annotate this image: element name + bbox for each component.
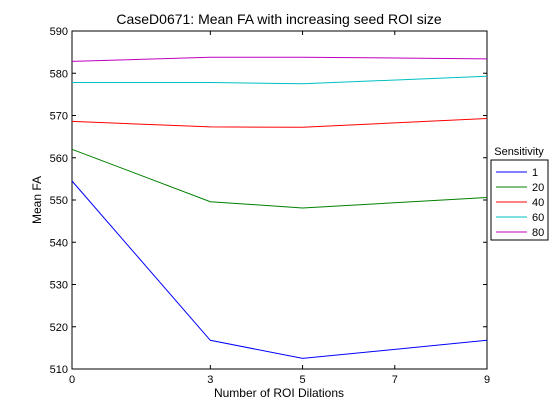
y-axis-label: Mean FA: [30, 176, 44, 224]
legend-label-40: 40: [532, 197, 544, 209]
x-tick-label: 9: [484, 374, 490, 386]
legend-label-60: 60: [532, 212, 544, 224]
y-tick-label: 560: [50, 153, 68, 165]
series-line-1: [71, 180, 488, 359]
y-tick-label: 530: [50, 280, 68, 292]
series-line-40: [71, 118, 488, 128]
legend-label-1: 1: [532, 167, 538, 179]
series-line-60: [72, 75, 488, 85]
y-tick-label: 510: [50, 364, 68, 376]
x-tick-label: 7: [392, 374, 398, 386]
legend-label-80: 80: [532, 227, 544, 239]
y-tick-label: 520: [50, 322, 68, 334]
x-axis-label: Number of ROI Dilations: [214, 386, 344, 400]
y-tick-label: 580: [50, 68, 68, 80]
chart-title: CaseD0671: Mean FA with increasing seed …: [116, 11, 441, 27]
series-line-20: [71, 148, 488, 209]
plot-area: [71, 30, 488, 370]
y-tick-label: 550: [50, 195, 68, 207]
legend: 1 20 40 60 80: [490, 159, 549, 241]
y-tick-label: 570: [50, 111, 68, 123]
y-axis: 510 520 530 540 550 560 570 580 590: [50, 26, 487, 376]
series-layer: [71, 56, 488, 359]
y-tick-label: 590: [50, 26, 68, 38]
x-tick-label: 0: [69, 374, 75, 386]
legend-label-20: 20: [532, 182, 544, 194]
legend-box: [490, 159, 549, 241]
x-tick-label: 3: [207, 374, 213, 386]
y-tick-label: 540: [50, 237, 68, 249]
x-tick-label: 5: [299, 374, 305, 386]
series-line-80: [71, 56, 488, 62]
legend-title: Sensitivity: [494, 146, 544, 158]
x-axis: 0 3 5 7 9: [69, 31, 490, 386]
